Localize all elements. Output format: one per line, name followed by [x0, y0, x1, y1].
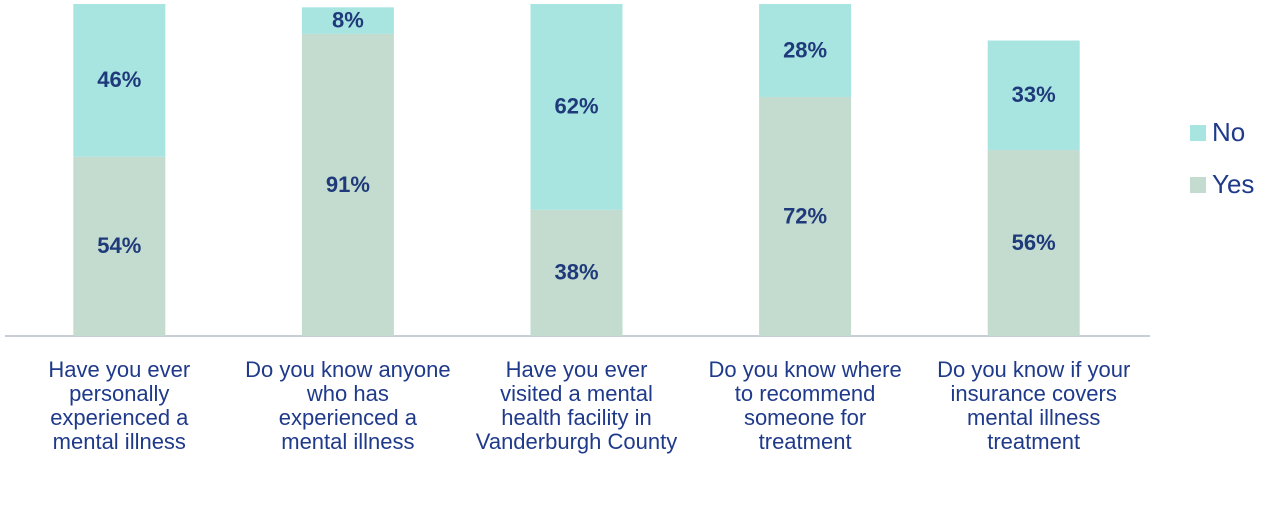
bar-segment: [301, 7, 394, 34]
data-label: 38%: [554, 260, 598, 285]
bar-segment: [987, 150, 1080, 336]
bar-segment: [73, 4, 166, 157]
x-tick-label: Do you know if your insurance covers men…: [937, 357, 1131, 454]
bar-segment: [530, 209, 623, 336]
x-tick-label: Have you ever visited a mental health fa…: [475, 357, 678, 454]
x-tick-label: Do you know where to recommend someone f…: [708, 357, 902, 454]
data-label: 28%: [783, 37, 827, 62]
legend-label: Yes: [1212, 169, 1254, 199]
data-label: 54%: [97, 233, 141, 258]
bar-segment: [987, 40, 1080, 151]
bar-segment: [759, 96, 852, 337]
legend-swatch: [1190, 177, 1206, 193]
data-label: 56%: [1012, 230, 1056, 255]
bar-segment: [301, 33, 394, 336]
x-tick-label: Do you know anyone who has experienced a…: [245, 357, 451, 454]
legend-swatch: [1190, 125, 1206, 141]
legend-label: No: [1212, 117, 1245, 147]
bar-segment: [530, 4, 623, 210]
data-label: 72%: [783, 203, 827, 228]
data-label: 91%: [326, 172, 370, 197]
data-label: 8%: [332, 7, 364, 32]
data-label: 62%: [554, 94, 598, 119]
data-label: 33%: [1012, 82, 1056, 107]
data-label: 46%: [97, 67, 141, 92]
bar-segment: [759, 4, 852, 97]
x-tick-label: Have you ever personally experienced a m…: [48, 357, 191, 454]
bar-segment: [73, 156, 166, 336]
